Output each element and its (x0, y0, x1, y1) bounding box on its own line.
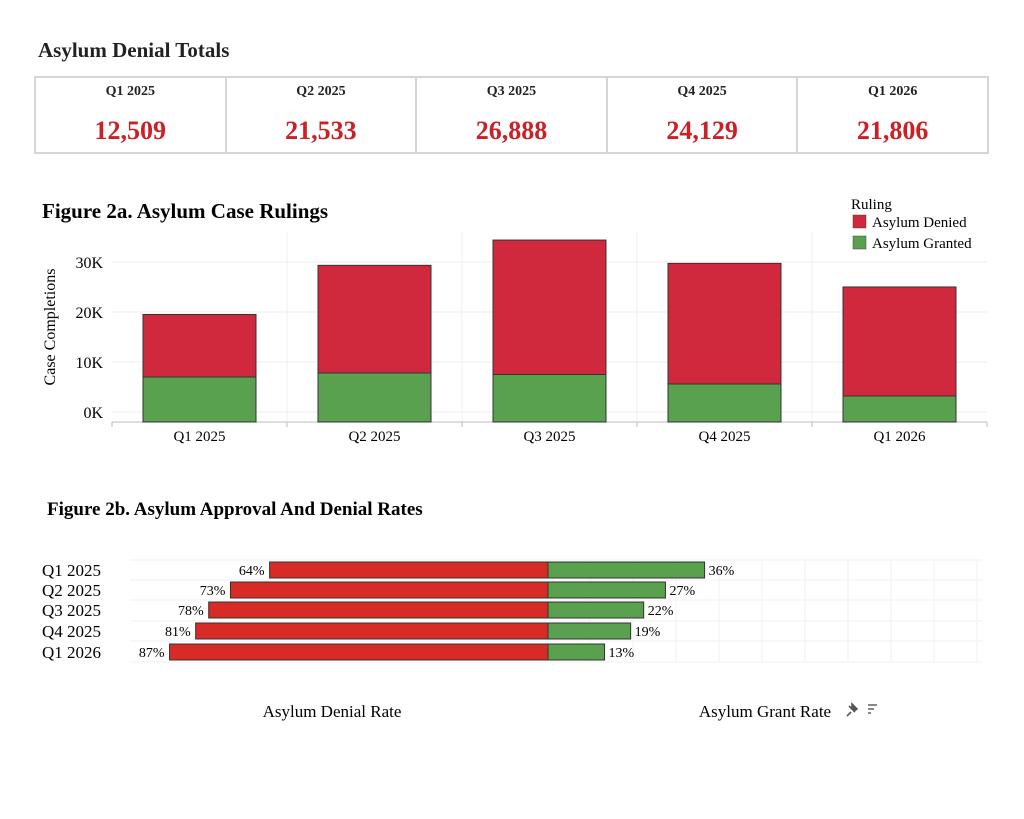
x-tick-label: Q1 2026 (873, 429, 926, 445)
kpi-strip: Q1 2025 12,509 Q2 2025 21,533 Q3 2025 26… (34, 76, 989, 154)
kpi-quarter: Q1 2025 (105, 84, 155, 99)
value-label-denial: 87% (139, 646, 165, 661)
bar-granted (842, 395, 957, 423)
bar-grant-rate (547, 581, 666, 599)
bar-granted (142, 376, 257, 423)
pin-icon[interactable] (846, 702, 859, 717)
kpi-quarter: Q4 2025 (677, 84, 727, 99)
y-tick-label: 0K (83, 405, 103, 422)
kpi-value: 26,888 (475, 116, 548, 145)
dashboard-title: Asylum Denial Totals (38, 38, 230, 62)
legend-label-denied[interactable]: Asylum Denied (872, 215, 967, 231)
bar-denial-rate (195, 622, 549, 640)
x-tick-label: Q4 2025 (698, 429, 750, 445)
bar-granted (492, 374, 607, 423)
bar-granted (667, 383, 782, 423)
kpi-value: 24,129 (666, 116, 738, 145)
bar-grant-rate (547, 601, 645, 619)
legend-swatch-granted (852, 235, 867, 250)
bar-denial-rate (208, 601, 549, 619)
bar-denied (492, 239, 607, 375)
value-label-denial: 78% (178, 604, 204, 619)
kpi-card: Q2 2025 21,533 (227, 78, 418, 152)
kpi-value: 21,533 (285, 116, 357, 145)
x-axis-label-grant: Asylum Grant Rate (699, 702, 831, 721)
bar-grant-rate (547, 561, 706, 579)
x-tick-label: Q3 2025 (523, 429, 575, 445)
bar-denial-rate (269, 561, 549, 579)
figure-2b-plot: Q1 2025 64% 36% Q2 2025 73% 27% Q3 2025 78% 22% Q… (42, 559, 982, 663)
legend-title: Ruling (851, 197, 892, 213)
kpi-card: Q3 2025 26,888 (417, 78, 608, 152)
row-label: Q1 2025 (42, 561, 101, 580)
sort-icon[interactable] (868, 704, 877, 714)
y-tick-label: 20K (75, 305, 103, 322)
kpi-card: Q4 2025 24,129 (608, 78, 799, 152)
row-label: Q4 2025 (42, 622, 101, 641)
kpi-card: Q1 2026 21,806 (798, 78, 987, 152)
bar-denied (142, 313, 257, 378)
kpi-card: Q1 2025 12,509 (36, 78, 227, 152)
bar-grant-rate (547, 643, 606, 661)
y-tick-label: 30K (75, 255, 103, 272)
figure-2a-title: Figure 2a. Asylum Case Rulings (42, 199, 328, 223)
kpi-quarter: Q3 2025 (486, 84, 537, 99)
x-tick-label: Q2 2025 (348, 429, 400, 445)
legend-swatch-denied (852, 214, 867, 229)
value-label-grant: 36% (709, 564, 735, 579)
value-label-grant: 19% (635, 625, 661, 640)
bar-denied (667, 262, 782, 385)
figure-2a-plot: 0K 10K 20K 30K Q1 2025 Q2 2025 Q3 2025 Q4 2025 Q… (75, 232, 988, 445)
bar-denied (317, 264, 432, 374)
kpi-quarter: Q2 2025 (296, 84, 346, 99)
row-label: Q1 2026 (42, 643, 101, 662)
bar-denial-rate (169, 643, 549, 661)
value-label-grant: 13% (609, 646, 635, 661)
bar-denial-rate (229, 581, 549, 599)
x-axis-label-denial: Asylum Denial Rate (263, 702, 402, 721)
value-label-denial: 81% (165, 625, 191, 640)
value-label-grant: 27% (669, 584, 695, 599)
value-label-denial: 73% (200, 584, 226, 599)
y-axis-label: Case Completions (42, 269, 59, 386)
row-label: Q2 2025 (42, 581, 101, 600)
bar-grant-rate (547, 622, 632, 640)
bar-granted (317, 372, 432, 423)
kpi-value: 21,806 (856, 116, 929, 145)
bar-denied (842, 286, 957, 397)
value-label-grant: 22% (648, 604, 674, 619)
y-tick-label: 10K (75, 355, 103, 372)
kpi-value: 12,509 (94, 116, 167, 145)
x-tick-label: Q1 2025 (173, 429, 225, 445)
kpi-quarter: Q1 2026 (867, 84, 918, 99)
legend-label-granted[interactable]: Asylum Granted (872, 236, 972, 252)
row-label: Q3 2025 (42, 601, 101, 620)
figure-2b-title: Figure 2b. Asylum Approval And Denial Ra… (47, 499, 423, 520)
value-label-denial: 64% (239, 564, 265, 579)
